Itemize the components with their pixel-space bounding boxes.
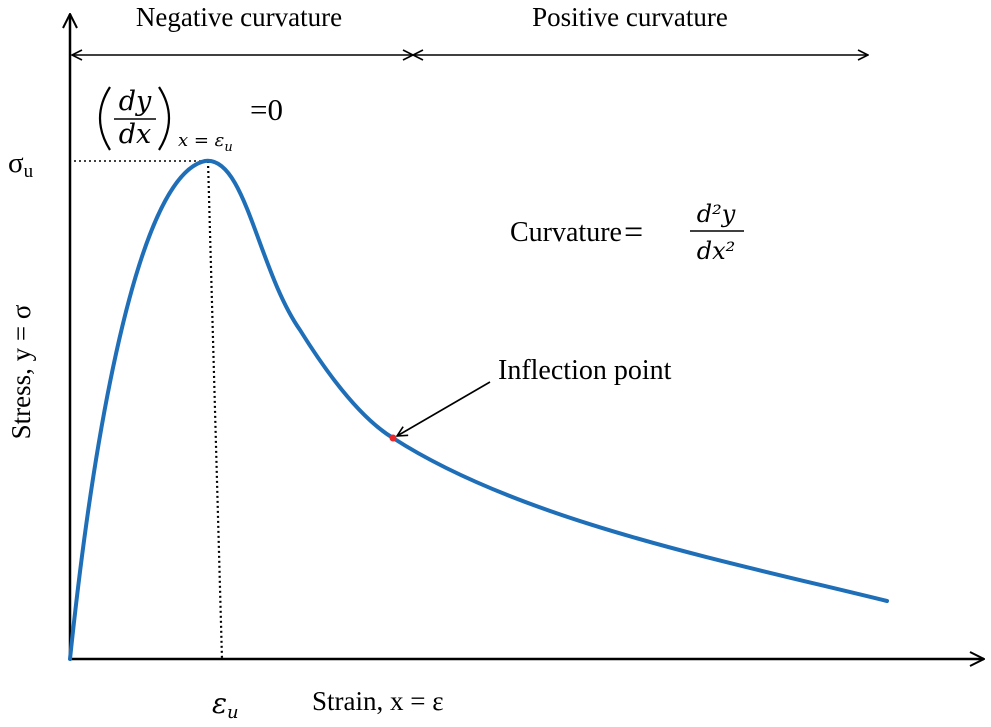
derivative-subscript: x = εu (178, 130, 233, 155)
derivative-condition: dy dx x = εu =0 (99, 86, 283, 155)
stress-strain-curve (68, 158, 889, 661)
left-paren (99, 86, 111, 151)
y-axis-label: Stress, y = σ (6, 304, 36, 439)
derivative-denominator: dx (119, 119, 152, 150)
curvature-numerator: d²y (697, 200, 736, 228)
sigma-u-tick-label: σu (8, 147, 34, 182)
curvature-denominator: dx² (697, 237, 736, 265)
derivative-equals-zero: =0 (250, 92, 283, 127)
epsilon-u-tick-label: εu (212, 687, 239, 723)
inflection-point-label: Inflection point (498, 355, 672, 386)
curvature-equals: = (624, 214, 643, 251)
derivative-numerator: dy (119, 86, 152, 117)
inflection-pointer-arrow (397, 381, 491, 436)
right-paren (158, 86, 170, 151)
curvature-label: Curvature (510, 217, 622, 248)
curvature-formula: Curvature = d²y dx² (510, 200, 744, 265)
x-axis-label: Strain, x = ε (312, 686, 444, 716)
negative-curvature-label: Negative curvature (136, 2, 342, 32)
positive-curvature-label: Positive curvature (532, 2, 728, 32)
inflection-point-marker (389, 434, 397, 442)
peak-vertical-guide (206, 160, 224, 660)
